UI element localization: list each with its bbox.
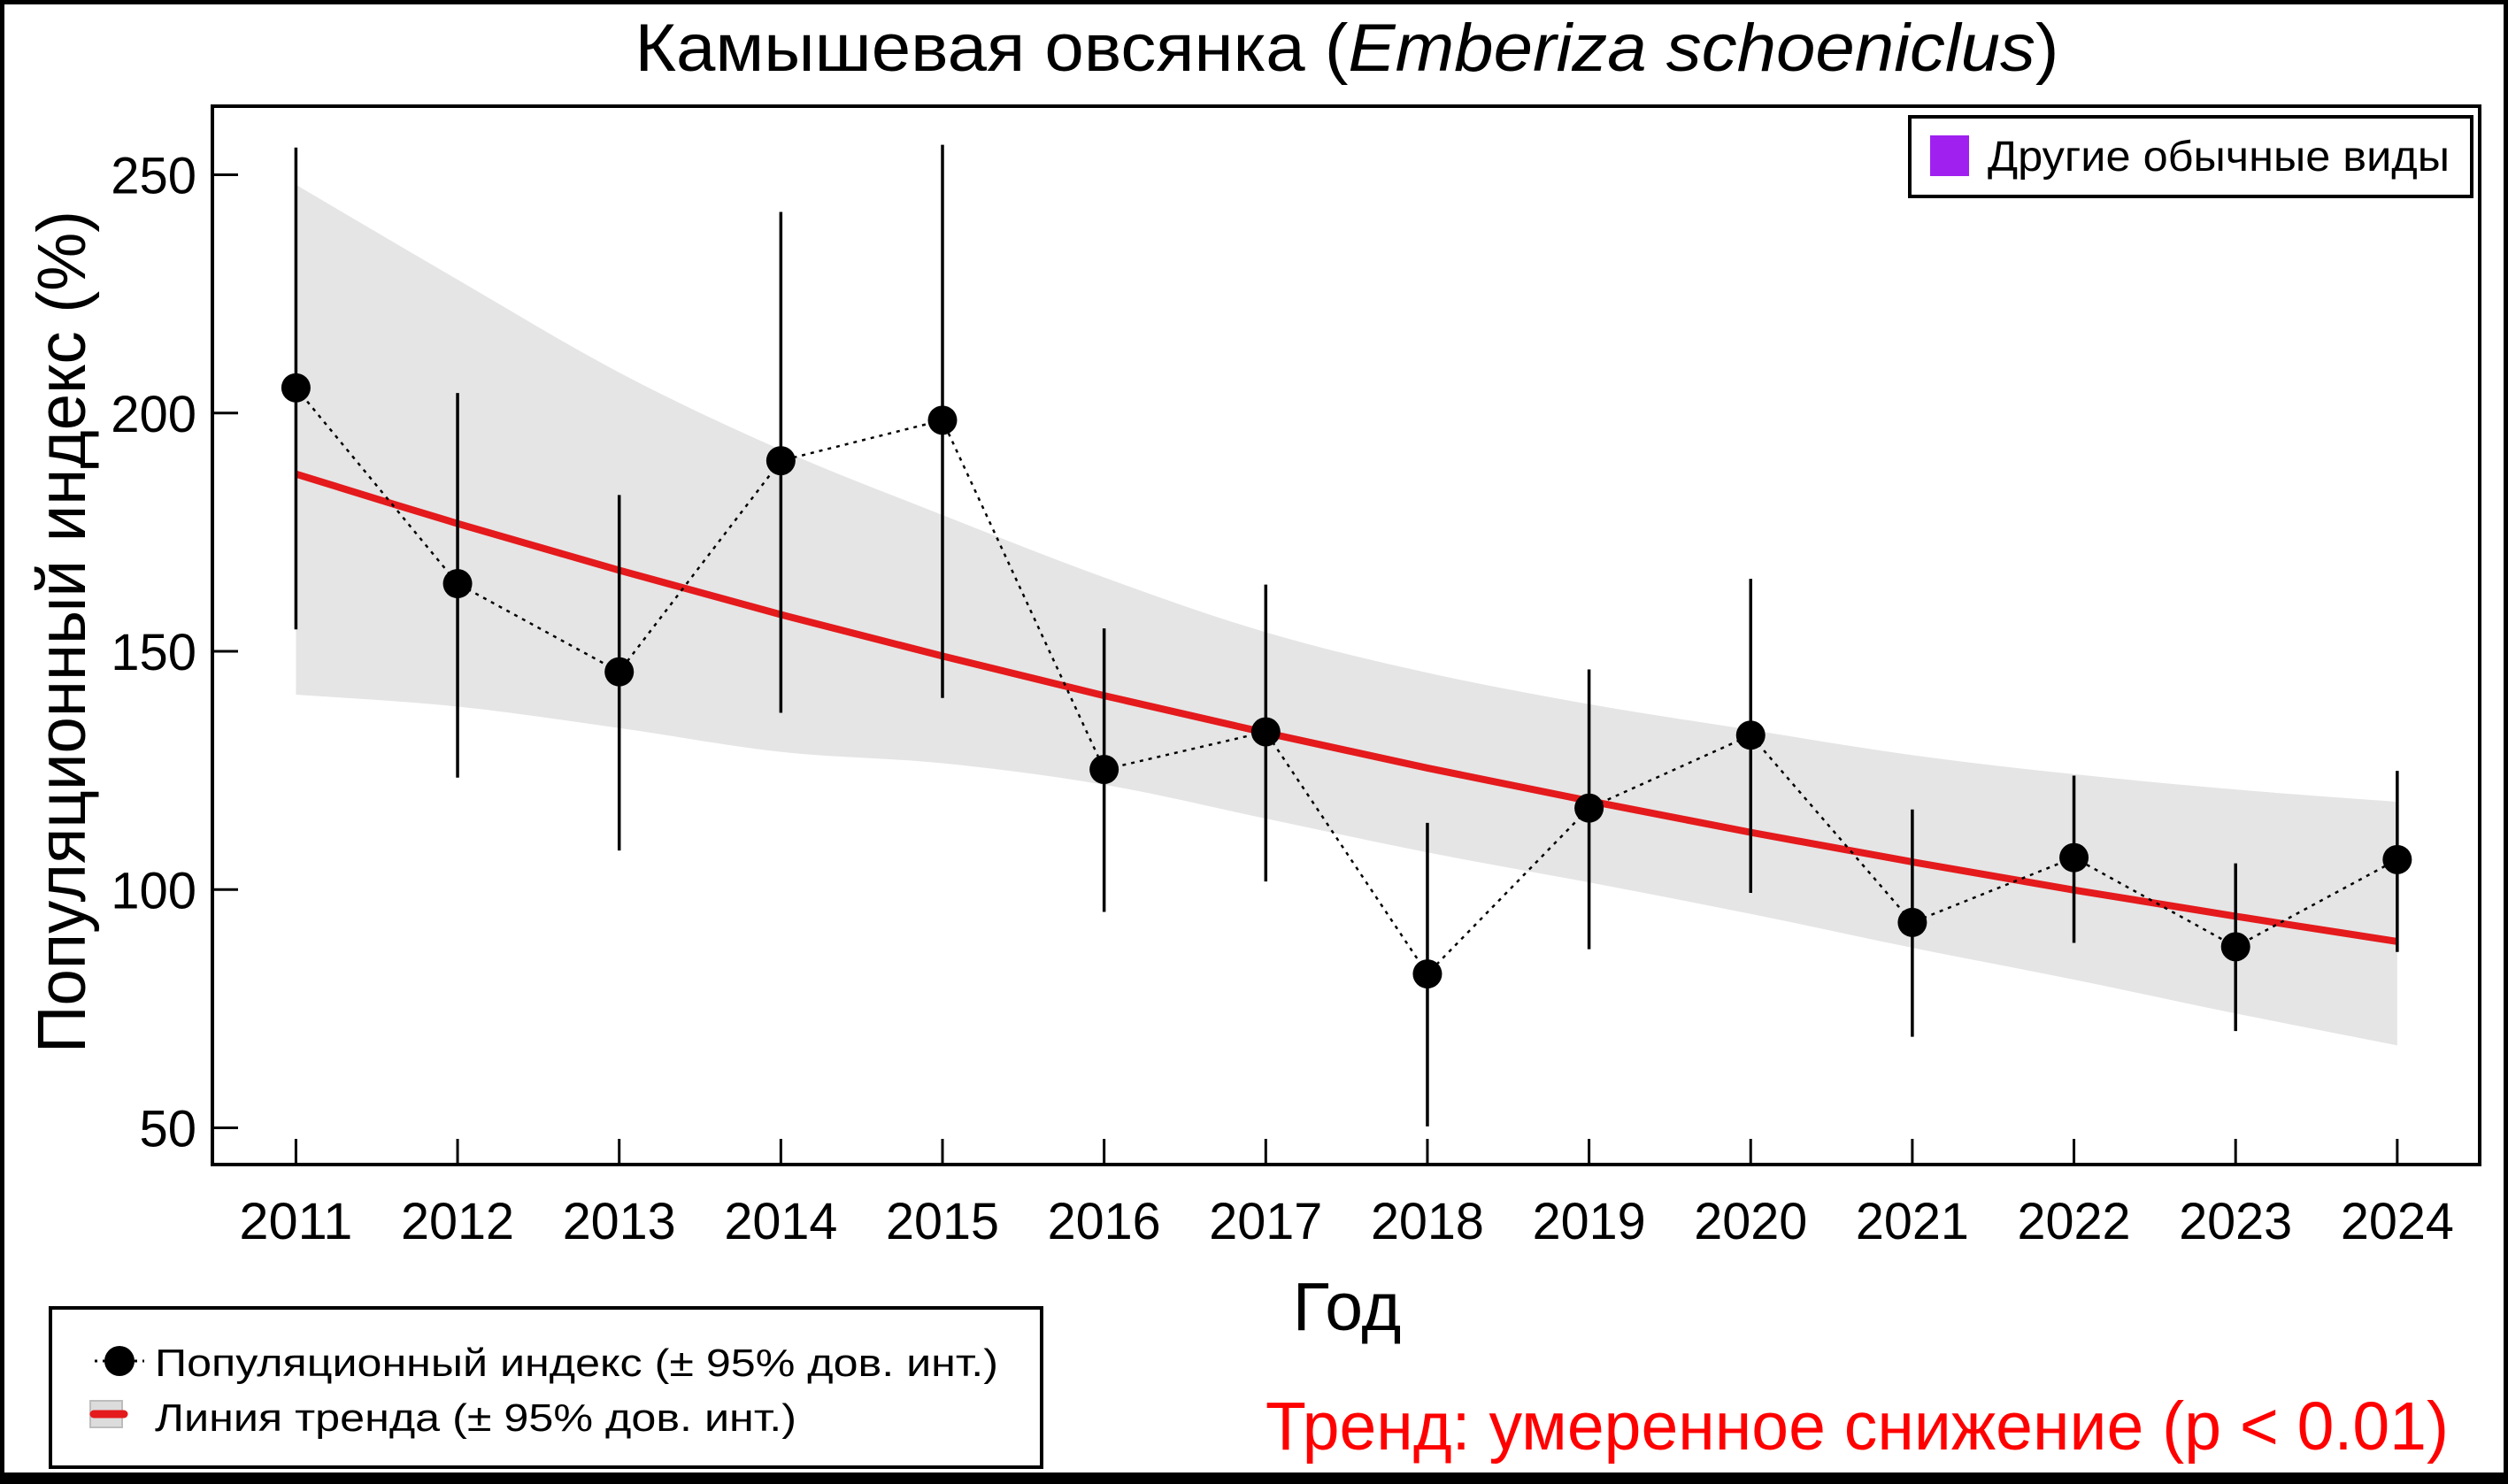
title-close-paren: ) (2035, 11, 2059, 86)
x-tick-label-2016: 2016 (1048, 1193, 1161, 1250)
x-tick-label-2011: 2011 (239, 1193, 352, 1250)
x-tick-label-2022: 2022 (2018, 1193, 2131, 1250)
index-point-2014 (765, 446, 796, 476)
index-point-2022 (2059, 842, 2089, 873)
index-point-2013 (604, 657, 635, 687)
index-point-2011 (281, 373, 311, 403)
chart-title: Камышевая овсянка (Emberiza schoeniclus) (635, 11, 2059, 86)
trend-line (295, 470, 2398, 945)
x-tick-label-2023: 2023 (2179, 1193, 2292, 1250)
index-point-2024 (2382, 844, 2412, 874)
y-axis-title: Популяционный индекс (%) (24, 211, 100, 1053)
x-axis: 2011 2012 2013 2014 2015 2016 2017 2018 2019 2020… (239, 1139, 2454, 1250)
x-tick-label-2014: 2014 (724, 1193, 837, 1250)
title-common-name: Камышевая овсянка ( (635, 11, 1349, 86)
legend: Популяционный индекс (± 95% дов. инт.) Л… (49, 1306, 1043, 1469)
index-point-2012 (442, 569, 473, 599)
outer-frame-bottom (0, 1474, 2508, 1484)
y-tick-label-100: 100 (111, 862, 196, 919)
index-point-2023 (2220, 932, 2250, 962)
index-connector-layer (295, 387, 2398, 976)
x-tick-label-2021: 2021 (1856, 1193, 1969, 1250)
legend-label-trend: Линия тренда (± 95% дов. инт.) (155, 1396, 796, 1440)
legend-label-index: Популяционный индекс (± 95% дов. инт.) (155, 1342, 998, 1385)
index-point-2018 (1412, 959, 1442, 989)
legend-entry-trend: Линия тренда (± 95% дов. инт.) (89, 1396, 796, 1440)
x-tick-label-2018: 2018 (1371, 1193, 1484, 1250)
index-point-2015 (927, 405, 958, 435)
group-legend-label: Другие обычные виды (1988, 134, 2450, 181)
y-tick-label-250: 250 (111, 148, 196, 205)
index-point-2021 (1897, 907, 1927, 937)
y-tick-label-150: 150 (111, 624, 196, 681)
legend-box (49, 1306, 1043, 1469)
group-legend-swatch (1930, 135, 1969, 176)
title-latin-name: Emberiza schoeniclus (1348, 11, 2035, 86)
index-point-2019 (1574, 793, 1604, 823)
index-point-2017 (1250, 717, 1281, 747)
trend-confidence-band (296, 184, 2397, 1046)
plot-frame (211, 104, 2481, 1166)
index-point-2016 (1089, 755, 1119, 785)
y-tick-label-200: 200 (111, 386, 196, 443)
index-connector-line (295, 387, 2398, 976)
x-tick-label-2019: 2019 (1533, 1193, 1646, 1250)
trend-confidence-band-layer (296, 184, 2397, 1046)
legend-point-icon (104, 1346, 135, 1376)
x-axis-title: Год (1293, 1269, 1402, 1345)
x-tick-label-2012: 2012 (401, 1193, 514, 1250)
x-tick-label-2017: 2017 (1209, 1193, 1322, 1250)
x-tick-label-2015: 2015 (886, 1193, 999, 1250)
group-legend: Другие обычные виды (1908, 115, 2473, 198)
x-tick-label-2024: 2024 (2341, 1193, 2454, 1250)
legend-entry-index: Популяционный индекс (± 95% дов. инт.) (95, 1342, 998, 1385)
y-tick-label-50: 50 (139, 1101, 196, 1158)
group-legend-box (1908, 115, 2473, 198)
index-point-2020 (1735, 720, 1766, 750)
index-point-layer (281, 373, 2412, 989)
trend-annotation: Тренд: умеренное снижение (p < 0.01) (1266, 1388, 2449, 1465)
y-axis: 50 100 150 200 250 (111, 148, 238, 1158)
x-tick-label-2020: 2020 (1694, 1193, 1807, 1250)
x-tick-label-2013: 2013 (563, 1193, 676, 1250)
trend-line-layer (295, 470, 2398, 945)
